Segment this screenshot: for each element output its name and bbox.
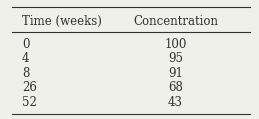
Text: 43: 43 xyxy=(168,96,183,109)
Text: 100: 100 xyxy=(164,38,187,51)
Text: Time (weeks): Time (weeks) xyxy=(22,15,102,28)
Text: 0: 0 xyxy=(22,38,29,51)
Text: 91: 91 xyxy=(168,67,183,80)
Text: 26: 26 xyxy=(22,82,37,94)
Text: 52: 52 xyxy=(22,96,37,109)
Text: 8: 8 xyxy=(22,67,29,80)
Text: Concentration: Concentration xyxy=(133,15,218,28)
Text: 4: 4 xyxy=(22,52,29,65)
Text: 68: 68 xyxy=(168,82,183,94)
Text: 95: 95 xyxy=(168,52,183,65)
